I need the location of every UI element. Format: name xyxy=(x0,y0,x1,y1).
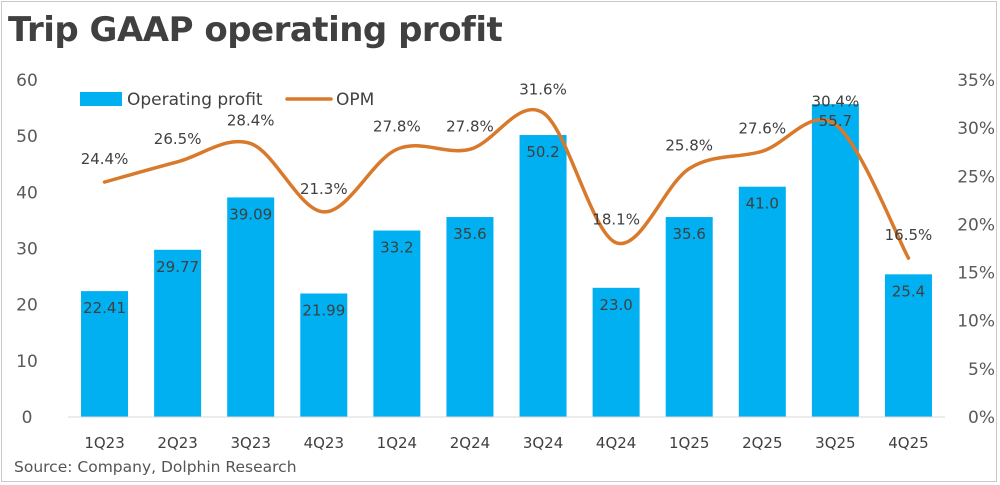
y-right-tick-label: 20% xyxy=(957,215,995,235)
x-tick-label: 2Q25 xyxy=(742,434,782,452)
opm-value-label: 30.4% xyxy=(812,92,860,110)
bar-labels: 22.41 29.77 39.09 21.99 33.2 35.6 50.2 23.0 35.6… xyxy=(83,112,925,319)
line-labels: 24.4% 26.5% 28.4% 21.3% 27.8% 27.8% 31.6% 18.1%… xyxy=(81,81,933,244)
legend-label-line: OPM xyxy=(336,90,374,110)
opm-value-label: 18.1% xyxy=(592,211,640,229)
y-right-tick-label: 25% xyxy=(957,167,995,187)
opm-value-label: 21.3% xyxy=(300,180,348,198)
x-tick-label: 2Q24 xyxy=(450,434,490,452)
legend-swatch-bar xyxy=(80,92,122,106)
opm-value-label: 31.6% xyxy=(519,81,567,99)
x-tick-label: 3Q25 xyxy=(815,434,855,452)
x-tick-label: 3Q23 xyxy=(230,434,270,452)
y-right-tick-label: 0% xyxy=(968,408,995,428)
legend-label-bar: Operating profit xyxy=(127,90,263,110)
y-right-tick-label: 35% xyxy=(957,71,995,91)
x-tick-label: 4Q25 xyxy=(888,434,928,452)
bar-value-label: 29.77 xyxy=(156,258,199,276)
bar-value-label: 25.4 xyxy=(892,282,925,300)
bar-2Q25 xyxy=(738,186,786,417)
bar-value-label: 55.7 xyxy=(819,112,852,130)
y-left-tick-label: 30 xyxy=(16,240,38,260)
page-title: Trip GAAP operating profit xyxy=(8,10,503,50)
opm-value-label: 28.4% xyxy=(227,112,275,130)
opm-value-label: 16.5% xyxy=(885,226,933,244)
bar-value-label: 33.2 xyxy=(380,239,413,257)
y-right-tick-label: 30% xyxy=(957,119,995,139)
y-left-tick-label: 10 xyxy=(16,352,38,372)
bar-1Q25 xyxy=(665,217,713,417)
bar-value-label: 23.0 xyxy=(599,296,632,314)
x-tick-label: 3Q24 xyxy=(523,434,563,452)
bar-1Q23 xyxy=(81,291,129,417)
bar-4Q23 xyxy=(300,293,348,417)
x-axis: 1Q23 2Q23 3Q23 4Q23 1Q24 2Q24 3Q24 4Q24 1Q25 2Q25… xyxy=(68,416,945,452)
source-note: Source: Company, Dolphin Research xyxy=(14,458,297,476)
opm-value-label: 27.8% xyxy=(446,117,494,135)
bar-2Q23 xyxy=(154,249,202,417)
x-tick-label: 2Q23 xyxy=(157,434,197,452)
bar-value-label: 50.2 xyxy=(526,143,559,161)
line-series xyxy=(102,107,911,260)
x-tick-label: 4Q24 xyxy=(596,434,636,452)
y-axis-left: 0 10 20 30 40 50 60 xyxy=(16,71,38,428)
bar-3Q23 xyxy=(227,197,275,417)
bar-4Q24 xyxy=(592,287,640,417)
bar-1Q24 xyxy=(373,230,421,417)
x-tick-label: 4Q23 xyxy=(304,434,344,452)
bar-3Q25 xyxy=(811,104,859,417)
y-axis-right: 0% 5% 10% 15% 20% 25% 30% 35% xyxy=(957,71,995,428)
opm-value-label: 27.6% xyxy=(738,119,786,137)
bar-value-label: 41.0 xyxy=(746,195,779,213)
bar-series xyxy=(81,104,932,417)
x-tick-label: 1Q23 xyxy=(84,434,124,452)
y-right-tick-label: 15% xyxy=(957,264,995,284)
opm-value-label: 27.8% xyxy=(373,117,421,135)
bar-value-label: 22.41 xyxy=(83,299,126,317)
x-tick-label: 1Q24 xyxy=(377,434,417,452)
bar-4Q25 xyxy=(884,274,932,417)
y-left-tick-label: 0 xyxy=(22,408,33,428)
bar-value-label: 39.09 xyxy=(229,205,272,223)
bar-2Q24 xyxy=(446,217,494,417)
y-left-tick-label: 40 xyxy=(16,183,38,203)
opm-line xyxy=(102,107,911,260)
legend: Operating profit OPM xyxy=(80,90,374,110)
y-right-tick-label: 5% xyxy=(968,360,995,380)
bar-value-label: 21.99 xyxy=(302,301,345,319)
y-right-tick-label: 10% xyxy=(957,312,995,332)
y-left-tick-label: 20 xyxy=(16,296,38,316)
opm-value-label: 25.8% xyxy=(665,137,713,155)
bar-value-label: 35.6 xyxy=(453,225,486,243)
bar-3Q24 xyxy=(519,135,567,417)
x-tick-label: 1Q25 xyxy=(669,434,709,452)
opm-value-label: 24.4% xyxy=(81,150,129,168)
y-left-tick-label: 60 xyxy=(16,71,38,91)
y-left-tick-label: 50 xyxy=(16,127,38,147)
bar-value-label: 35.6 xyxy=(673,225,706,243)
opm-value-label: 26.5% xyxy=(154,130,202,148)
